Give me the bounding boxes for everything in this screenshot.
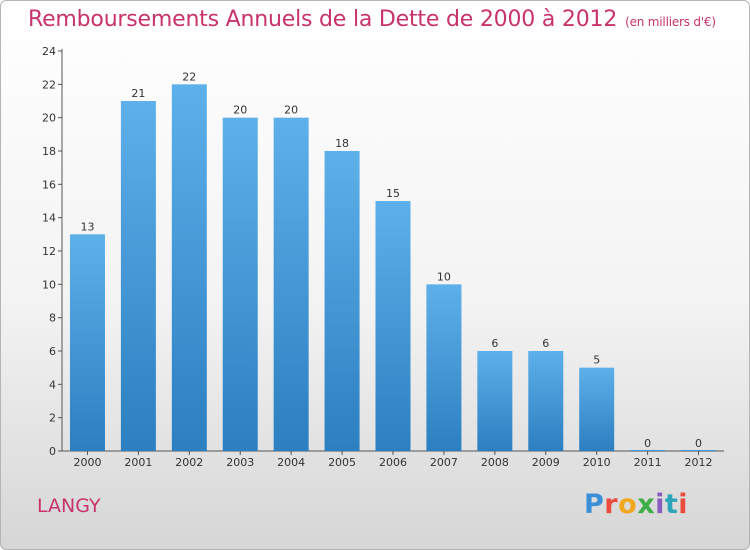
y-tick-label: 2 (49, 412, 56, 425)
bar-value-label: 6 (491, 337, 498, 350)
bar-value-label: 21 (131, 87, 145, 100)
y-tick-label: 16 (42, 178, 56, 191)
x-tick-label: 2004 (277, 456, 305, 469)
y-tick-label: 4 (49, 378, 56, 391)
y-tick-label: 20 (42, 112, 56, 125)
bar-value-label: 0 (644, 437, 651, 450)
bar-value-label: 15 (386, 187, 400, 200)
bar (120, 101, 156, 451)
y-tick-label: 18 (42, 145, 56, 158)
logo-letter: P (584, 489, 605, 520)
x-tick-label: 2002 (175, 456, 203, 469)
x-tick-label: 2001 (124, 456, 152, 469)
bar-value-label: 5 (593, 354, 600, 367)
bar-value-label: 18 (335, 137, 349, 150)
x-tick-label: 2011 (634, 456, 662, 469)
bar (222, 117, 258, 452)
bar-value-label: 20 (284, 104, 298, 117)
chart-title-text: Remboursements Annuels de la Dette de 20… (28, 7, 618, 32)
town-name: LANGY (37, 495, 101, 517)
x-tick-label: 2012 (685, 456, 713, 469)
x-tick-label: 2003 (226, 456, 254, 469)
y-tick-label: 6 (49, 345, 56, 358)
bar (579, 367, 615, 451)
bar-value-label: 20 (233, 104, 247, 117)
bar-value-label: 22 (182, 70, 196, 83)
bar (477, 351, 513, 451)
y-tick-label: 8 (49, 312, 56, 325)
y-tick-label: 10 (42, 278, 56, 291)
y-tick-label: 22 (42, 78, 56, 91)
chart-title: Remboursements Annuels de la Dette de 20… (28, 7, 716, 32)
y-tick-label: 24 (42, 45, 56, 58)
bar-value-label: 13 (80, 220, 94, 233)
proxiti-logo: Proxiti (584, 489, 688, 520)
bar (324, 151, 360, 451)
bar (528, 351, 564, 451)
y-tick-label: 14 (42, 212, 56, 225)
logo-letter: x (637, 489, 656, 520)
logo-letter: t (664, 489, 679, 520)
bar (69, 234, 105, 451)
logo-letter: o (618, 489, 638, 520)
bar (630, 450, 666, 451)
x-tick-label: 2000 (73, 456, 101, 469)
x-tick-label: 2008 (481, 456, 509, 469)
logo-letter: i (655, 489, 665, 520)
bar-value-label: 0 (695, 437, 702, 450)
y-tick-label: 12 (42, 245, 56, 258)
bar-value-label: 6 (542, 337, 549, 350)
x-tick-label: 2005 (328, 456, 356, 469)
y-tick-label: 0 (49, 445, 56, 458)
chart-subtitle: (en milliers d'€) (625, 15, 716, 29)
x-tick-label: 2007 (430, 456, 458, 469)
bar (426, 284, 462, 451)
bar (273, 117, 309, 452)
logo-letter: r (604, 489, 619, 520)
bar-value-label: 10 (437, 270, 451, 283)
logo-letter: i (678, 489, 689, 520)
x-tick-label: 2009 (532, 456, 560, 469)
x-tick-label: 2010 (583, 456, 611, 469)
x-tick-label: 2006 (379, 456, 407, 469)
bar (171, 84, 207, 451)
bar (681, 450, 717, 451)
bar (375, 201, 411, 451)
